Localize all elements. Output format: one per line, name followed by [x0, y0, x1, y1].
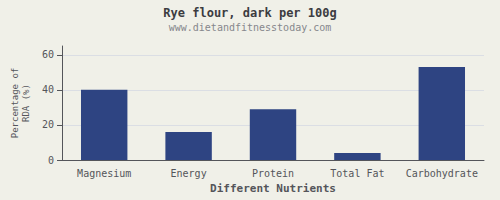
svg-text:Percentage of: Percentage of — [10, 68, 20, 138]
svg-text:Magnesium: Magnesium — [77, 168, 131, 179]
svg-text:60: 60 — [42, 49, 54, 60]
svg-text:Protein: Protein — [252, 168, 294, 179]
svg-text:RDA (%): RDA (%) — [21, 84, 31, 122]
svg-text:Rye flour, dark per 100g: Rye flour, dark per 100g — [163, 6, 336, 20]
svg-text:www.dietandfitnesstoday.com: www.dietandfitnesstoday.com — [169, 22, 332, 33]
svg-text:20: 20 — [42, 119, 54, 130]
svg-text:Different Nutrients: Different Nutrients — [210, 182, 336, 195]
svg-text:Total Fat: Total Fat — [330, 168, 384, 179]
svg-text:Energy: Energy — [171, 168, 207, 179]
svg-text:40: 40 — [42, 84, 54, 95]
svg-text:Carbohydrate: Carbohydrate — [406, 168, 478, 179]
svg-text:0: 0 — [48, 155, 54, 166]
